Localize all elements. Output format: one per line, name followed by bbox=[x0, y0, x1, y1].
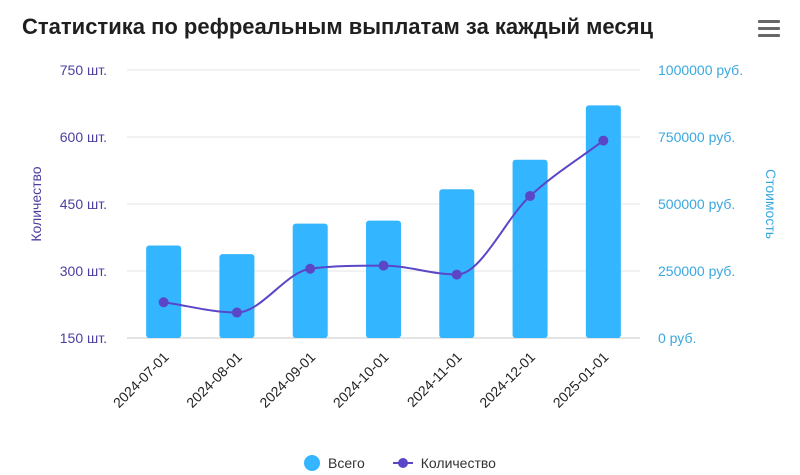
x-tick-label: 2024-08-01 bbox=[183, 349, 245, 411]
bar bbox=[292, 223, 328, 338]
bar bbox=[366, 220, 401, 338]
x-tick-label: 2024-10-01 bbox=[330, 349, 392, 411]
right-axis-title: Стоимость bbox=[763, 169, 779, 239]
legend-bar-swatch bbox=[304, 455, 321, 471]
legend: Всего Количество bbox=[0, 452, 800, 474]
left-tick-label: 450 шт. bbox=[60, 196, 107, 212]
right-tick-label: 750000 руб. bbox=[658, 129, 735, 145]
left-tick-label: 600 шт. bbox=[60, 129, 107, 145]
left-tick-label: 300 шт. bbox=[60, 263, 107, 279]
legend-item-count[interactable]: Количество bbox=[392, 455, 496, 471]
data-point bbox=[231, 307, 242, 318]
chart-title: Статистика по рефреальным выплатам за ка… bbox=[22, 14, 653, 39]
x-tick-label: 2024-12-01 bbox=[476, 349, 538, 411]
x-tick-label: 2024-07-01 bbox=[110, 349, 172, 411]
chart-area: 750 шт. 1000000 руб. 600 шт. 750000 руб. 450… bbox=[28, 62, 779, 411]
data-point bbox=[598, 135, 609, 146]
legend-label-total: Всего bbox=[328, 455, 365, 471]
right-tick-label: 250000 руб. bbox=[658, 263, 735, 279]
x-tick-label: 2024-09-01 bbox=[256, 349, 318, 411]
right-tick-label: 0 руб. bbox=[658, 330, 696, 346]
data-point bbox=[451, 269, 462, 280]
legend-line-swatch bbox=[392, 455, 413, 471]
left-axis-title: Количество bbox=[28, 166, 44, 241]
bar bbox=[219, 254, 255, 338]
bar bbox=[585, 105, 621, 338]
data-point bbox=[305, 263, 316, 274]
bar bbox=[439, 189, 475, 338]
left-tick-label: 750 шт. bbox=[60, 62, 107, 78]
data-point bbox=[525, 190, 536, 201]
data-point bbox=[158, 297, 169, 308]
left-tick-label: 150 шт. bbox=[60, 330, 107, 346]
right-tick-label: 1000000 руб. bbox=[658, 62, 743, 78]
hamburger-menu-icon[interactable] bbox=[758, 20, 780, 40]
legend-item-total[interactable]: Всего bbox=[304, 455, 365, 471]
x-tick-label: 2025-01-01 bbox=[550, 349, 612, 411]
bar bbox=[146, 245, 182, 338]
legend-label-count: Количество bbox=[420, 455, 496, 471]
x-tick-label: 2024-11-01 bbox=[404, 349, 465, 410]
data-point bbox=[378, 260, 389, 271]
right-tick-label: 500000 руб. bbox=[658, 196, 735, 212]
